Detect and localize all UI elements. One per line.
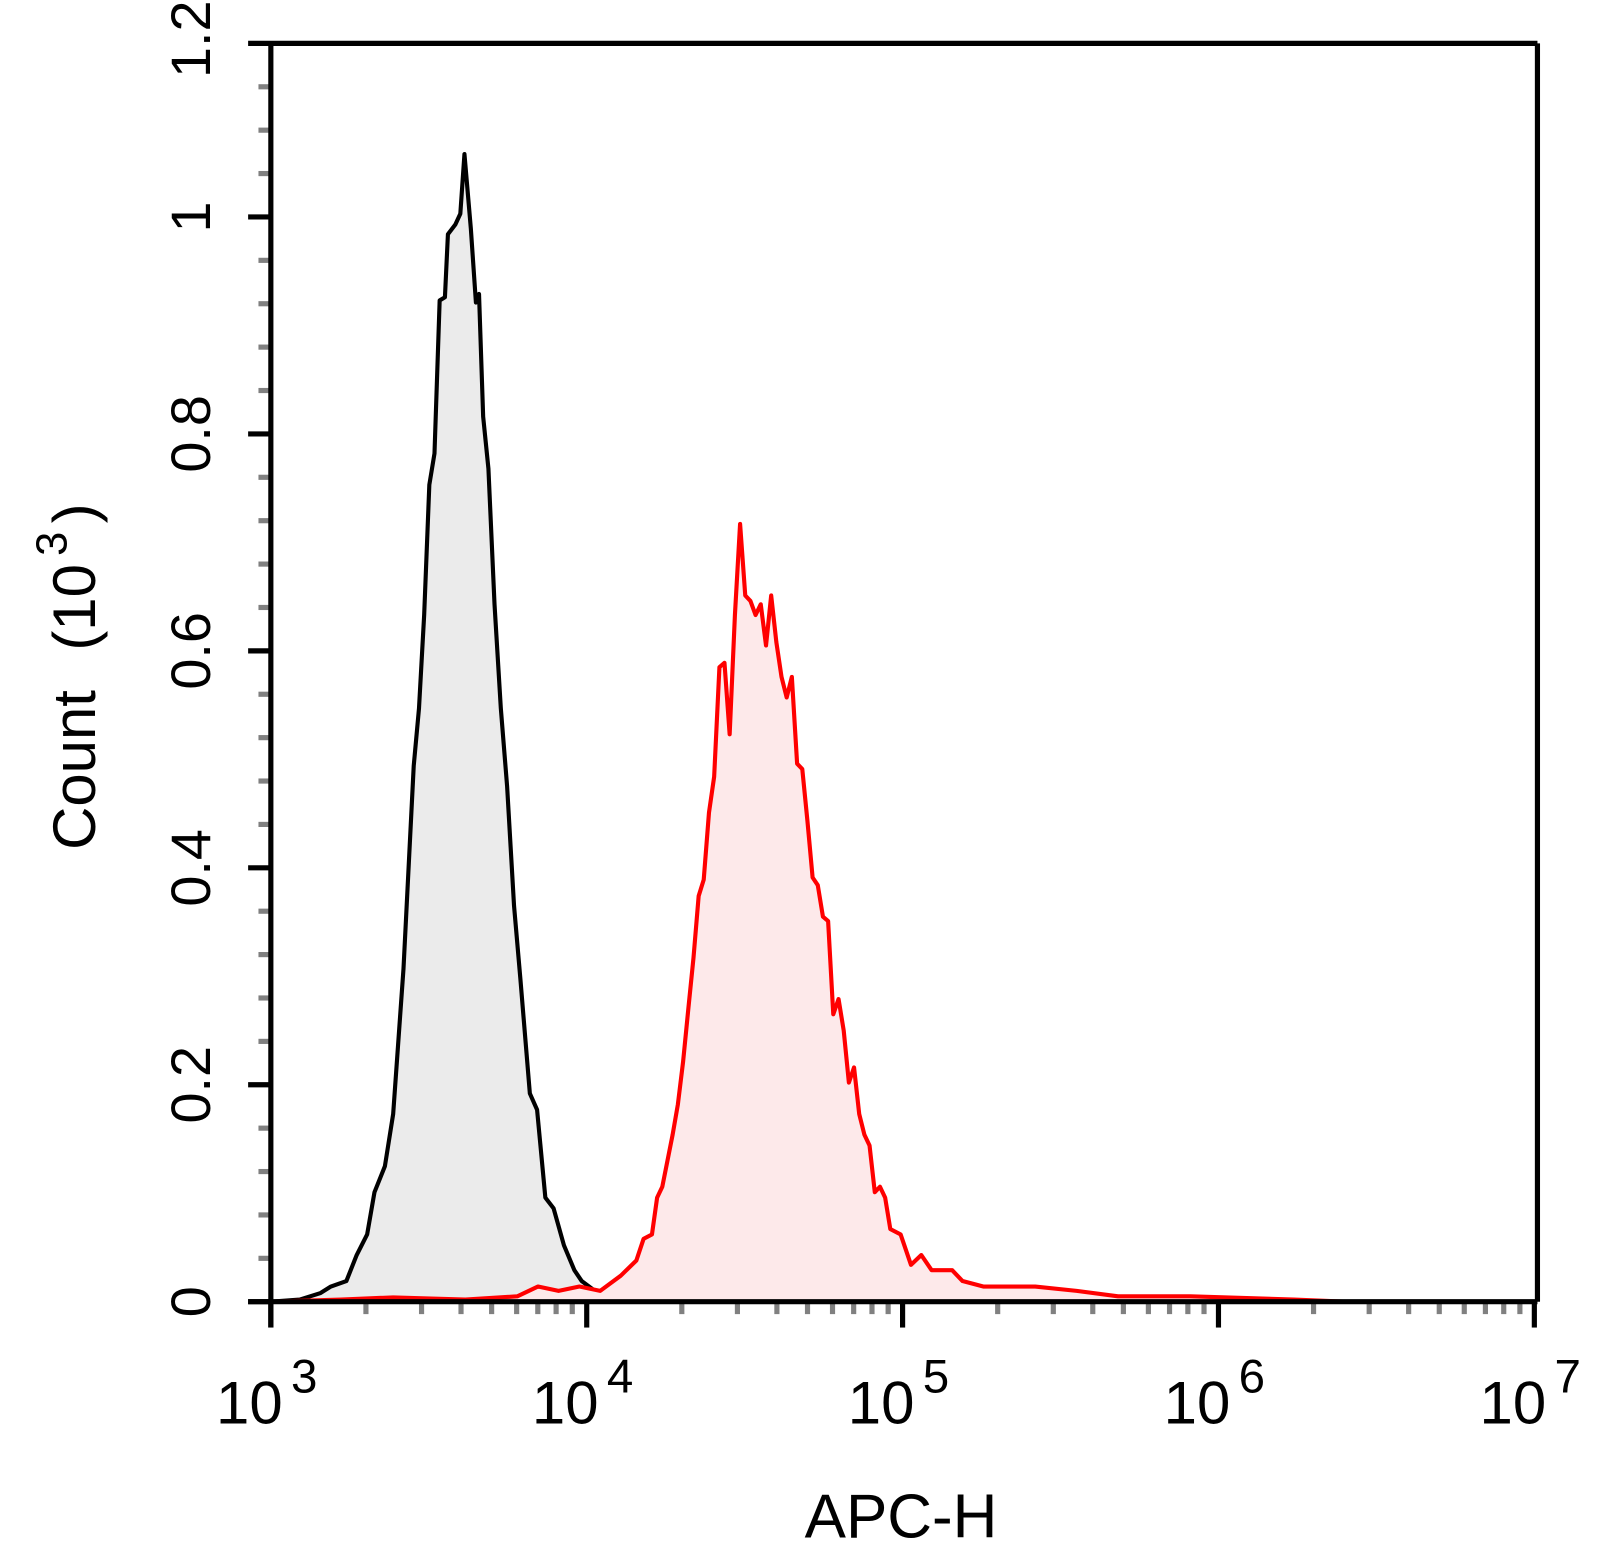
y-tick-label: 0.6	[160, 612, 222, 690]
x-tick-base: 10	[1164, 1370, 1231, 1437]
series-1-line	[270, 521, 1535, 1304]
x-axis-label: APC-H	[805, 1482, 998, 1551]
series-0-fill	[270, 154, 621, 1302]
y-tick-label: 0.2	[160, 1046, 222, 1124]
x-tick-label: 10 7	[1480, 1351, 1581, 1437]
y-axis-unit-close: )	[41, 503, 108, 523]
x-tick-exponent: 4	[607, 1351, 633, 1404]
y-axis-unit-exp: 3	[28, 532, 76, 556]
axes-layer: 00.20.40.60.811.210 3 10 4 10 5 10 6 10 7	[160, 0, 1581, 1436]
y-tick-label: 1	[160, 201, 222, 232]
y-axis-label-text: Count	[41, 690, 108, 850]
x-tick-base: 10	[532, 1370, 599, 1437]
y-tick-label: 0.4	[160, 829, 222, 907]
x-tick-base: 10	[1480, 1370, 1547, 1437]
x-tick-exponent: 6	[1239, 1351, 1265, 1404]
x-tick-label: 10 5	[848, 1351, 949, 1437]
y-tick-label: 0.8	[160, 395, 222, 473]
x-tick-exponent: 3	[291, 1351, 317, 1404]
y-axis-label: Count (10 3)	[28, 503, 108, 849]
x-tick-base: 10	[848, 1370, 915, 1437]
x-tick-base: 10	[216, 1370, 283, 1437]
x-tick-label: 10 4	[532, 1351, 633, 1437]
y-axis-unit-base: 10	[41, 564, 108, 631]
x-tick-label: 10 3	[216, 1351, 317, 1437]
series-0-line	[270, 151, 622, 1304]
x-tick-exponent: 7	[1554, 1351, 1580, 1404]
x-tick-label: 10 6	[1164, 1351, 1265, 1437]
x-tick-exponent: 5	[923, 1351, 949, 1404]
series-layer	[270, 151, 1535, 1304]
y-tick-label: 1.2	[160, 0, 222, 78]
y-tick-label: 0	[160, 1286, 222, 1317]
y-axis-label-group: Count (10 3)	[28, 503, 108, 849]
labels-layer: APC-H Count (103)	[28, 503, 997, 1551]
y-axis-unit-open: (	[41, 631, 108, 651]
